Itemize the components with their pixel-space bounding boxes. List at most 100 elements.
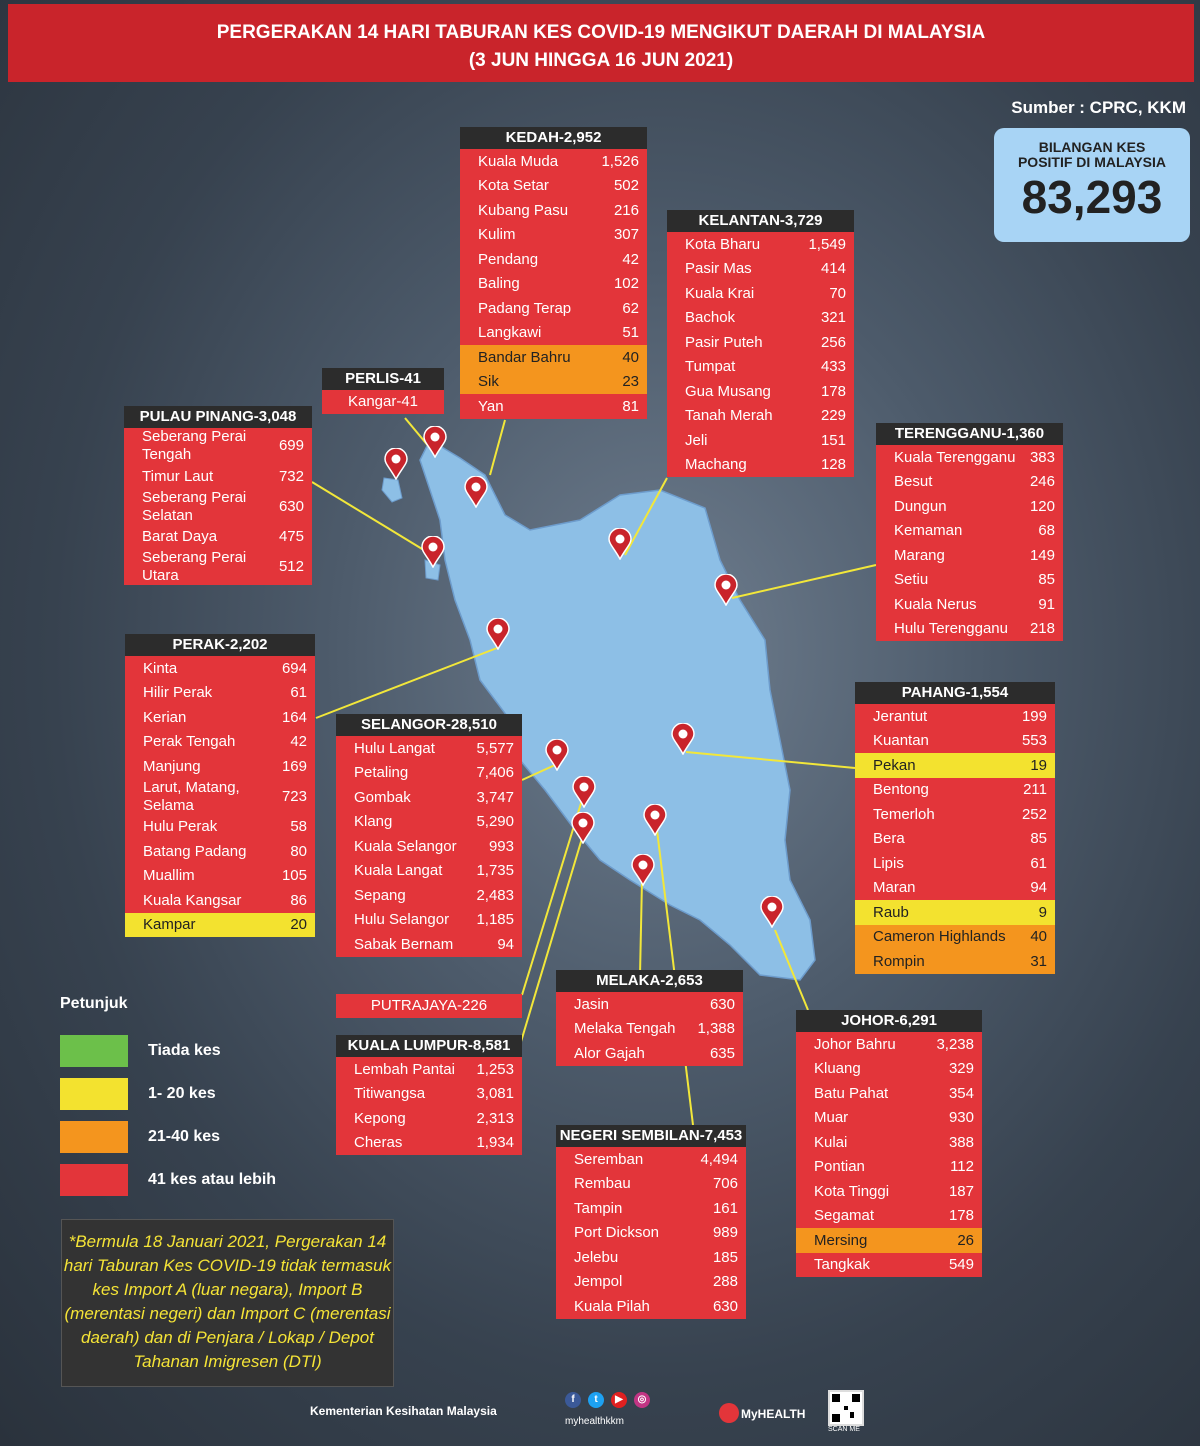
district-row: Bachok 321: [667, 305, 854, 330]
district-name: Port Dickson: [574, 1224, 660, 1242]
district-cases: 630: [712, 1297, 738, 1315]
district-name: Bentong: [873, 781, 929, 799]
district-name: Kerian: [143, 708, 187, 726]
district-row: Cameron Highlands 40: [855, 924, 1055, 949]
district-row: Seremban 4,494: [556, 1147, 746, 1172]
panel-title: PERAK-2,202: [125, 634, 315, 656]
district-cases: 178: [948, 1207, 974, 1225]
panel-title: PAHANG-1,554: [855, 682, 1055, 704]
district-row: Larut, Matang, Selama 723: [125, 778, 315, 815]
district-cases: 9: [1038, 903, 1047, 921]
district-row: Kuala Kangsar 86: [125, 888, 315, 913]
legend-swatch-orange: [60, 1120, 128, 1153]
page-title: PERGERAKAN 14 HARI TABURAN KES COVID-19 …: [216, 22, 986, 43]
district-row: Baling 102: [460, 271, 647, 296]
district-row: Titiwangsa 3,081: [336, 1081, 522, 1106]
district-cases: 199: [1021, 707, 1047, 725]
district-name: Bachok: [685, 309, 736, 327]
district-cases: 930: [948, 1109, 974, 1127]
district-cases: 7,406: [476, 764, 514, 782]
district-cases: 151: [820, 431, 846, 449]
legend-item: Tiada kes: [60, 1029, 276, 1072]
district-cases: 3,238: [936, 1035, 974, 1053]
district-row: Barat Daya 475: [124, 524, 312, 549]
district-cases: 635: [709, 1044, 735, 1062]
ministry-label: Kementerian Kesihatan Malaysia: [310, 1404, 497, 1418]
source-label: Sumber : CPRC, KKM: [1011, 98, 1186, 117]
district-name: Kuala Langat: [354, 862, 443, 880]
district-row: Lembah Pantai 1,253: [336, 1057, 522, 1082]
district-name: Kuala Terengganu: [894, 448, 1016, 466]
district-name: Kemaman: [894, 522, 963, 540]
location-pin-icon: [384, 447, 408, 481]
location-pin-icon: [608, 527, 632, 561]
social-handle: myhealthkkm: [565, 1416, 624, 1427]
district-cases: 2,483: [476, 886, 514, 904]
district-name: Kubang Pasu: [478, 201, 569, 219]
district-row: Kuantan 553: [855, 728, 1055, 753]
district-name: Segamat: [814, 1207, 875, 1225]
youtube-icon[interactable]: ▶: [611, 1392, 627, 1408]
panel-title: MELAKA-2,653: [556, 970, 743, 992]
district-row: Temerloh 252: [855, 802, 1055, 827]
district-name: Lembah Pantai: [354, 1060, 455, 1078]
instagram-icon[interactable]: ◎: [634, 1392, 650, 1408]
district-cases: 86: [290, 891, 307, 909]
district-cases: 383: [1029, 448, 1055, 466]
panel-title: KUALA LUMPUR-8,581: [336, 1035, 522, 1057]
district-cases: 40: [622, 348, 639, 366]
qr-code[interactable]: [828, 1390, 864, 1426]
district-cases: 80: [290, 842, 307, 860]
district-cases: 1,549: [808, 235, 846, 253]
district-name: Tanah Merah: [685, 407, 773, 425]
district-row: Kota Bharu 1,549: [667, 232, 854, 257]
district-cases: 26: [957, 1231, 974, 1249]
district-cases: 699: [278, 437, 304, 454]
district-name: Hulu Terengganu: [894, 620, 1008, 638]
district-cases: 732: [278, 467, 304, 485]
legend-item: 41 kes atau lebih: [60, 1158, 276, 1201]
twitter-icon[interactable]: t: [588, 1392, 604, 1408]
district-cases: 178: [820, 382, 846, 400]
district-cases: 164: [281, 708, 307, 726]
location-pin-icon: [572, 775, 596, 809]
district-cases: 51: [622, 324, 639, 342]
district-name: Kuala Kangsar: [143, 891, 242, 909]
district-cases: 5,577: [476, 739, 514, 757]
district-name: Langkawi: [478, 324, 542, 342]
panel-kelantan: KELANTAN-3,729 Kota Bharu 1,549 Pasir Mas 41…: [667, 210, 854, 477]
district-cases: 128: [820, 456, 846, 474]
district-row: Hulu Langat 5,577: [336, 736, 522, 761]
district-row: Batang Padang 80: [125, 839, 315, 864]
district-name: Rompin: [873, 952, 925, 970]
panel-selangor: SELANGOR-28,510 Hulu Langat 5,577 Petaling 7…: [336, 714, 522, 957]
district-row: Langkawi 51: [460, 320, 647, 345]
location-pin-icon: [464, 475, 488, 509]
district-row: Timur Laut 732: [124, 464, 312, 489]
facebook-icon[interactable]: f: [565, 1392, 581, 1408]
district-row: Alor Gajah 635: [556, 1041, 743, 1066]
panel-title: SELANGOR-28,510: [336, 714, 522, 736]
district-cases: 475: [278, 528, 304, 546]
location-pin-icon: [643, 803, 667, 837]
district-name: Cameron Highlands: [873, 928, 1006, 946]
district-name: Seremban: [574, 1150, 644, 1168]
district-name: Kuala Selangor: [354, 837, 457, 855]
district-name: Kota Bharu: [685, 235, 761, 253]
district-name: Lipis: [873, 854, 904, 872]
district-row: Lipis 61: [855, 851, 1055, 876]
district-row: Tangkak 549: [796, 1252, 982, 1277]
legend: Petunjuk Tiada kes 1- 20 kes 21-40 kes 41 k…: [60, 995, 276, 1201]
district-row: Gombak 3,747: [336, 785, 522, 810]
district-cases: 40: [1030, 928, 1047, 946]
district-cases: 553: [1021, 732, 1047, 750]
district-row: Pekan 19: [855, 753, 1055, 778]
total-label-2: POSITIF DI MALAYSIA: [1017, 154, 1167, 170]
district-name: Seberang Perai Tengah: [142, 428, 247, 463]
footer: Kementerian Kesihatan Malaysia f t ▶ ◎ m…: [310, 1390, 870, 1438]
perlis-district: Kangar-41: [322, 390, 444, 414]
district-cases: 288: [712, 1273, 738, 1291]
district-name: Machang: [685, 456, 747, 474]
district-name: Raub: [873, 903, 909, 921]
panel-kedah: KEDAH-2,952 Kuala Muda 1,526 Kota Setar 502 K…: [460, 127, 647, 419]
